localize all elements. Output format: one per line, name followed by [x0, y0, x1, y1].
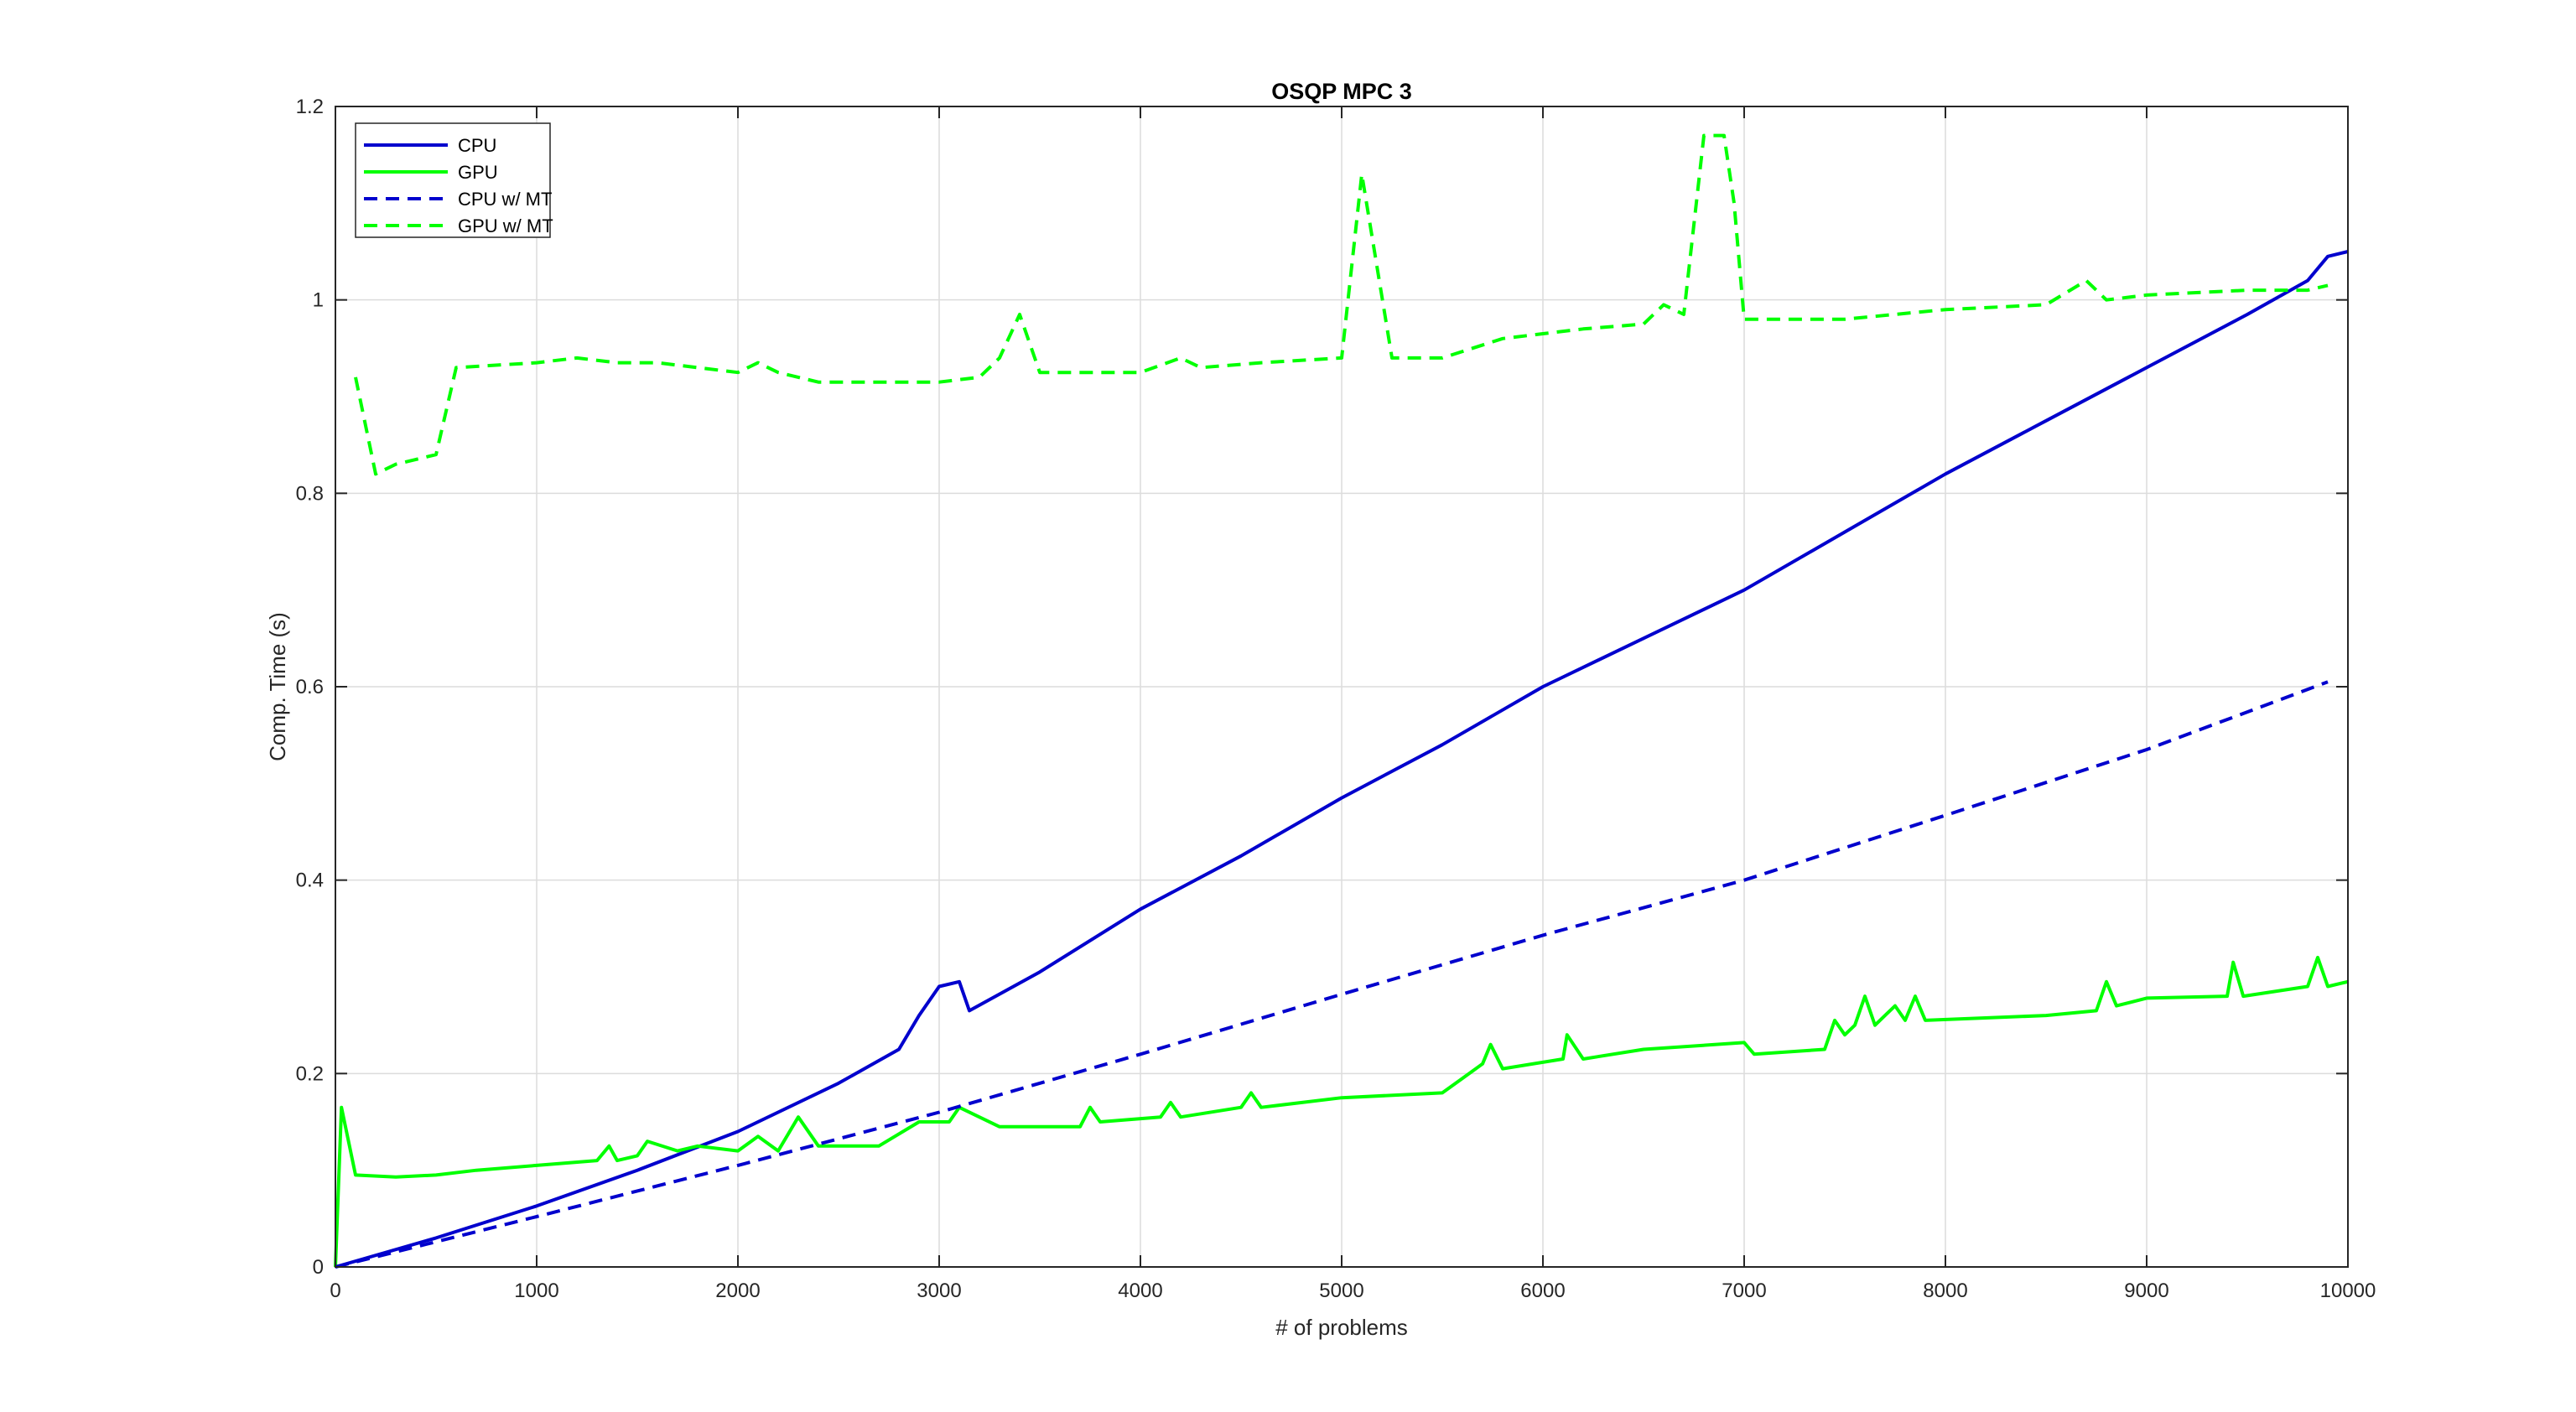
x-tick-label: 1000 [514, 1280, 558, 1302]
x-axis-label: # of problems [1275, 1315, 1408, 1340]
x-tick-label: 0 [330, 1280, 340, 1302]
x-tick-label: 10000 [2320, 1280, 2376, 1302]
x-tick-label: 5000 [1319, 1280, 1363, 1302]
y-tick-label: 0.6 [296, 676, 324, 698]
x-tick-label: 8000 [1923, 1280, 1967, 1302]
x-tick-label: 7000 [1722, 1280, 1766, 1302]
legend-label-cpu: CPU [458, 135, 496, 156]
series-layer [334, 133, 2349, 1269]
y-tick-label: 0.8 [296, 482, 324, 505]
legend-label-cpu-w-mt: CPU w/ MT [458, 189, 552, 210]
legend-label-gpu: GPU [458, 162, 498, 183]
legend: CPU GPU CPU w/ MT GPU w/ MT [355, 122, 553, 238]
x-tick-label: 6000 [1520, 1280, 1565, 1302]
y-tick-label: 1.2 [296, 96, 324, 118]
y-tick-label: 0.4 [296, 870, 324, 892]
legend-label-gpu-w-mt: GPU w/ MT [458, 215, 553, 236]
y-tick-label: 1 [313, 289, 324, 312]
y-tick-label: 0.2 [296, 1062, 324, 1085]
x-tick-label: 4000 [1118, 1280, 1162, 1302]
y-axis-label: Comp. Time (s) [265, 612, 290, 761]
chart-title: OSQP MPC 3 [1271, 79, 1412, 104]
series-line-gpu-w-mt [354, 133, 2329, 476]
x-tick-label: 2000 [715, 1280, 760, 1302]
ticks: 0 1000 2000 3000 4000 5000 6000 7000 8000 9000 100… [296, 96, 2376, 1302]
x-tick-label: 3000 [917, 1280, 961, 1302]
series-line-gpu [334, 955, 2349, 1268]
x-tick-label: 9000 [2124, 1280, 2168, 1302]
legend-box [355, 122, 551, 238]
series-line-cpu [335, 250, 2349, 1269]
y-tick-label: 0 [313, 1256, 324, 1279]
